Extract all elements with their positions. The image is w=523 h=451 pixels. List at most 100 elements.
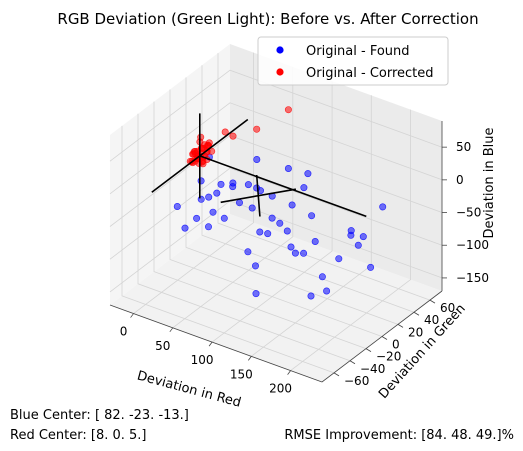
found-point xyxy=(276,219,284,227)
found-point xyxy=(300,184,308,192)
found-point xyxy=(236,199,244,207)
found-point xyxy=(347,227,355,235)
found-point xyxy=(367,263,375,271)
found-point xyxy=(217,180,225,188)
x-tick xyxy=(248,356,252,361)
legend: Original - Found Original - Corrected xyxy=(257,36,449,86)
found-point xyxy=(291,249,299,257)
grid-line-z xyxy=(109,167,443,260)
x-tick xyxy=(130,313,134,318)
y-tick xyxy=(429,299,436,304)
found-point xyxy=(213,189,221,197)
found-point xyxy=(256,228,264,236)
found-point xyxy=(354,241,362,249)
grid-line-y xyxy=(153,101,367,349)
y-tick-label: −60 xyxy=(344,374,369,388)
corrected-point xyxy=(189,150,197,158)
x-tick xyxy=(287,370,291,375)
z-tick-labels: −150 −100 −50 0 50 xyxy=(456,140,489,285)
found-point xyxy=(379,203,387,211)
x-axis-label: Deviation in Red xyxy=(135,369,242,411)
y-tick xyxy=(413,311,420,316)
blue-center-annotation: Blue Center: [ 82. -23. -13.] xyxy=(10,408,189,423)
corrected-point xyxy=(205,139,213,147)
found-point xyxy=(229,179,237,187)
x-axis-line xyxy=(109,304,323,383)
z-tick-label: −100 xyxy=(456,238,489,252)
found-point xyxy=(287,243,295,251)
corrected-point xyxy=(253,125,261,133)
y-tick xyxy=(349,360,356,365)
found-point xyxy=(197,195,205,203)
found-point xyxy=(205,193,213,201)
found-point xyxy=(244,181,252,189)
found-point xyxy=(308,212,316,220)
x-tick-labels: 0 50 100 150 200 xyxy=(120,325,292,396)
found-point xyxy=(264,230,272,238)
found-point xyxy=(209,208,217,216)
x-tick-label: 150 xyxy=(230,367,253,381)
axis-panes xyxy=(110,44,442,382)
x-tick-label: 100 xyxy=(191,353,214,367)
found-point xyxy=(173,203,181,211)
x-tick xyxy=(169,327,174,333)
back-pane xyxy=(230,44,442,291)
found-point xyxy=(244,248,252,256)
found-point xyxy=(248,204,256,212)
found-point xyxy=(252,262,260,270)
corrected-point xyxy=(197,133,205,141)
tick-marks xyxy=(130,146,447,377)
grid-line-y xyxy=(169,89,383,337)
legend-label-corrected: Original - Corrected xyxy=(306,66,434,81)
grid-line-z xyxy=(109,102,443,195)
grid-line-x xyxy=(290,109,412,371)
chart-title: RGB Deviation (Green Light): Before vs. … xyxy=(57,10,478,28)
corrected-point xyxy=(229,132,237,140)
legend-frame xyxy=(257,36,449,86)
y-tick xyxy=(365,348,372,352)
z-axis-label: Deviation in Blue xyxy=(482,127,497,238)
y-tick-label: −40 xyxy=(360,362,385,376)
grid-line-y xyxy=(137,113,351,362)
red-center-annotation: Red Center: [8. 0. 5.] xyxy=(10,428,147,443)
y-tick-label: 40 xyxy=(424,313,439,327)
grid-line-y xyxy=(217,53,431,301)
grid-line-x xyxy=(211,81,333,343)
found-point xyxy=(311,238,319,246)
found-point xyxy=(181,224,189,232)
found-point xyxy=(252,290,260,298)
y-tick-label: 20 xyxy=(408,325,423,339)
center-line xyxy=(255,174,261,217)
found-point xyxy=(205,223,213,231)
grid-line-y xyxy=(185,77,399,325)
legend-marker-corrected xyxy=(276,68,284,76)
y-tick xyxy=(333,372,340,377)
found-point xyxy=(300,249,308,257)
x-tick xyxy=(208,341,213,347)
z-tick-label: 50 xyxy=(456,140,471,154)
z-tick-label: −50 xyxy=(456,206,481,220)
center-lines xyxy=(151,113,367,218)
found-point xyxy=(268,214,276,222)
rmse-annotation: RMSE Improvement: [84. 48. 49.]% xyxy=(284,428,514,443)
found-point xyxy=(304,170,312,178)
found-point xyxy=(283,227,291,235)
grid-line-x xyxy=(133,52,255,314)
grid-line-z xyxy=(109,69,443,162)
found-point xyxy=(197,177,205,185)
grid-line-y xyxy=(121,125,335,374)
grid-lines xyxy=(109,52,443,374)
y-tick-label: 0 xyxy=(392,338,400,352)
corrected-point xyxy=(284,106,292,114)
found-point xyxy=(359,233,367,241)
x-tick-label: 200 xyxy=(269,382,292,396)
legend-marker-found xyxy=(276,46,284,54)
corrected-point xyxy=(221,128,229,136)
center-line xyxy=(199,155,367,218)
y-tick-label: −20 xyxy=(376,350,401,364)
z-tick-label: 0 xyxy=(456,173,464,187)
found-point xyxy=(193,214,201,222)
found-point xyxy=(318,273,326,281)
